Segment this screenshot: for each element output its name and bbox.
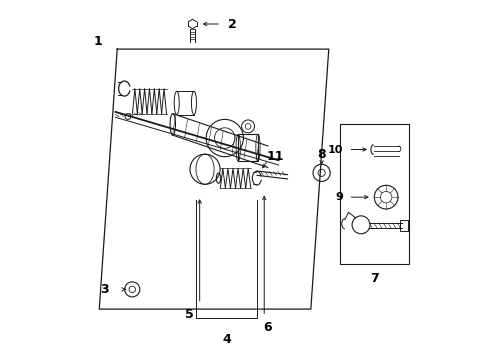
Text: 2: 2 <box>227 18 236 31</box>
Text: 5: 5 <box>185 308 194 321</box>
Bar <box>238 134 258 161</box>
Text: 9: 9 <box>335 192 343 202</box>
Text: 7: 7 <box>369 272 378 285</box>
Text: 3: 3 <box>100 283 109 296</box>
Bar <box>339 125 408 264</box>
Text: 1: 1 <box>93 35 102 49</box>
Text: 4: 4 <box>222 333 230 346</box>
Bar <box>399 220 407 231</box>
Text: 8: 8 <box>317 148 325 161</box>
Text: 11: 11 <box>265 150 283 163</box>
Text: 6: 6 <box>263 320 271 333</box>
Text: 10: 10 <box>327 144 343 154</box>
